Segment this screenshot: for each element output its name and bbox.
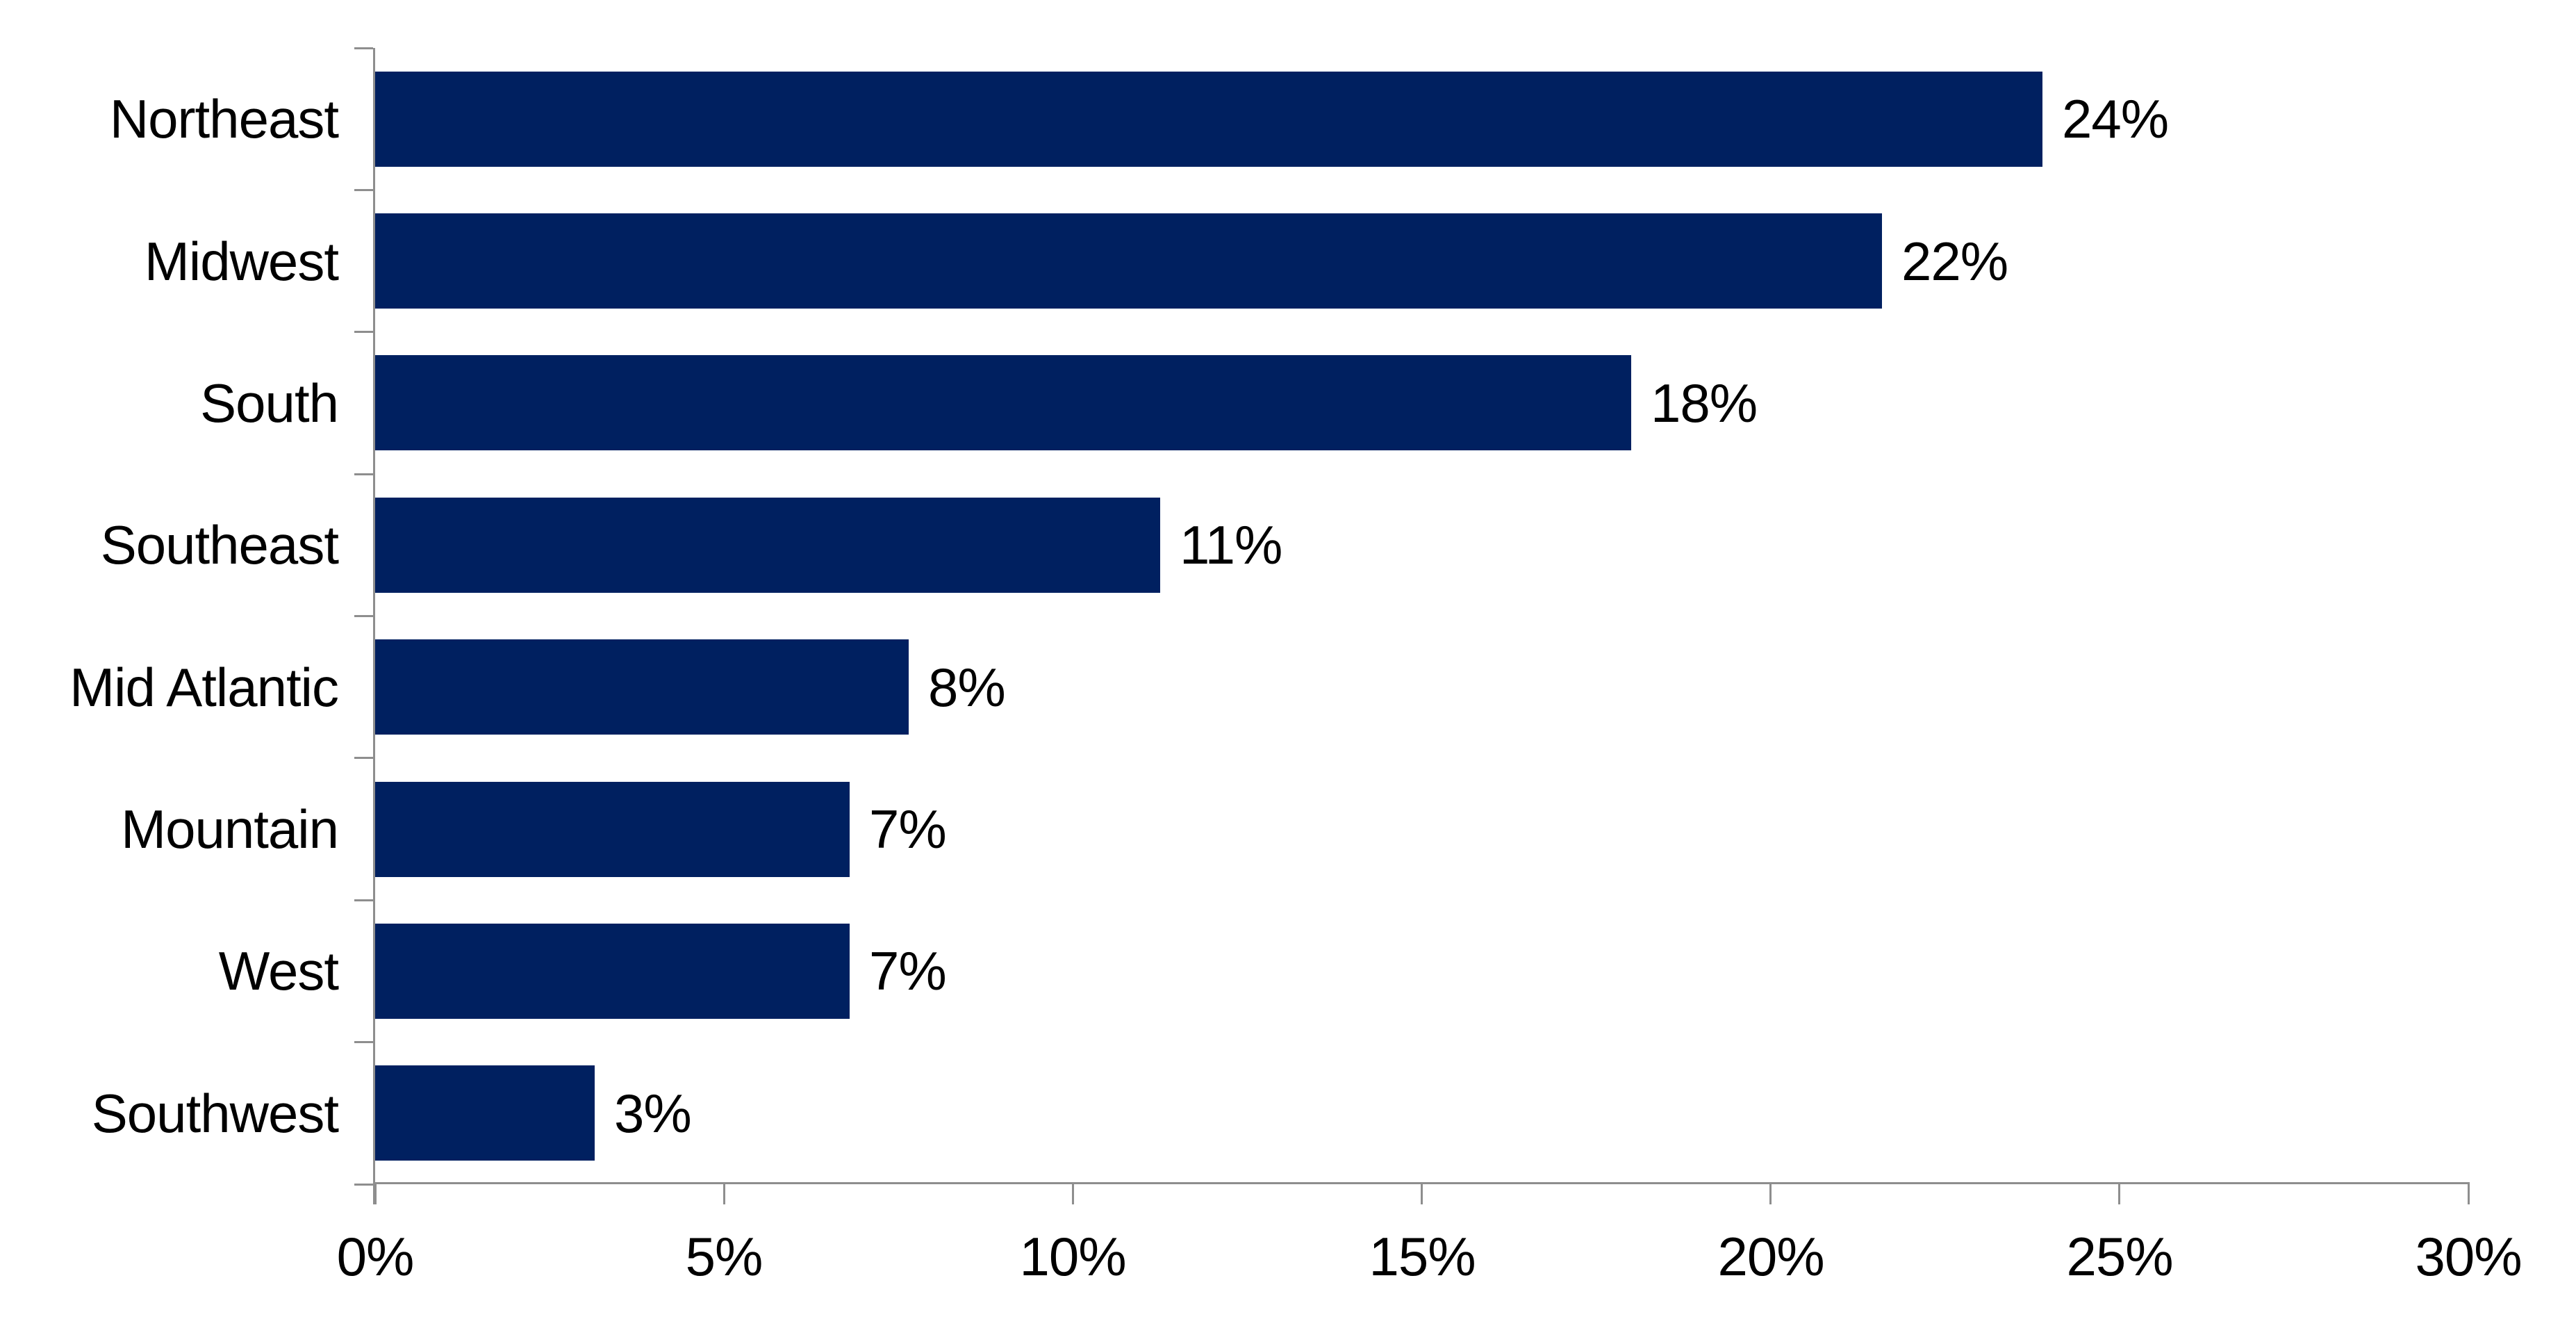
- value-label: 3%: [614, 1083, 692, 1144]
- x-tick-label: 10%: [1019, 1226, 1126, 1287]
- x-tick-label: 0%: [336, 1226, 415, 1287]
- category-label: West: [218, 940, 339, 1001]
- category-label: South: [200, 373, 339, 434]
- x-tick-label: 15%: [1369, 1226, 1476, 1287]
- bar-southeast: [375, 498, 1160, 593]
- bar-midwest: [375, 213, 1882, 309]
- bar-west: [375, 924, 850, 1019]
- y-axis-tick: [354, 473, 373, 475]
- value-label: 8%: [928, 657, 1006, 718]
- y-axis-tick: [354, 189, 373, 191]
- y-axis-tick: [354, 1041, 373, 1043]
- value-label: 7%: [869, 799, 947, 860]
- value-label: 18%: [1651, 373, 1758, 434]
- x-axis-tick: [723, 1184, 725, 1204]
- y-axis-tick: [354, 47, 373, 49]
- value-label: 11%: [1180, 514, 1282, 575]
- category-label: Southwest: [91, 1083, 339, 1144]
- category-label: Mountain: [121, 799, 339, 860]
- x-axis-tick: [2118, 1184, 2120, 1204]
- bar-south: [375, 355, 1631, 450]
- category-label: Midwest: [144, 231, 339, 292]
- x-axis-line: [373, 1182, 2470, 1184]
- x-axis-tick: [1421, 1184, 1423, 1204]
- y-axis-tick: [354, 331, 373, 333]
- x-tick-label: 5%: [685, 1226, 763, 1287]
- y-axis-tick: [354, 615, 373, 617]
- x-axis-tick: [1072, 1184, 1074, 1204]
- bar-mountain: [375, 782, 850, 877]
- bar-mid-atlantic: [375, 639, 909, 735]
- bar-northeast: [375, 72, 2042, 167]
- x-tick-label: 25%: [2066, 1226, 2173, 1287]
- y-axis-tick: [354, 899, 373, 901]
- x-tick-label: 30%: [2415, 1226, 2522, 1287]
- category-label: Southeast: [100, 514, 339, 575]
- x-tick-label: 20%: [1717, 1226, 1824, 1287]
- value-label: 7%: [869, 940, 947, 1001]
- y-axis-tick: [354, 1184, 373, 1186]
- bar-southwest: [375, 1065, 595, 1161]
- category-label: Northeast: [109, 88, 339, 149]
- value-label: 24%: [2062, 88, 2169, 149]
- y-axis-tick: [354, 757, 373, 759]
- category-label: Mid Atlantic: [69, 657, 339, 718]
- x-axis-tick: [2468, 1184, 2470, 1204]
- x-axis-tick: [1769, 1184, 1772, 1204]
- y-axis-line: [373, 48, 375, 1204]
- x-axis-tick: [374, 1184, 377, 1204]
- value-label: 22%: [1901, 231, 2008, 292]
